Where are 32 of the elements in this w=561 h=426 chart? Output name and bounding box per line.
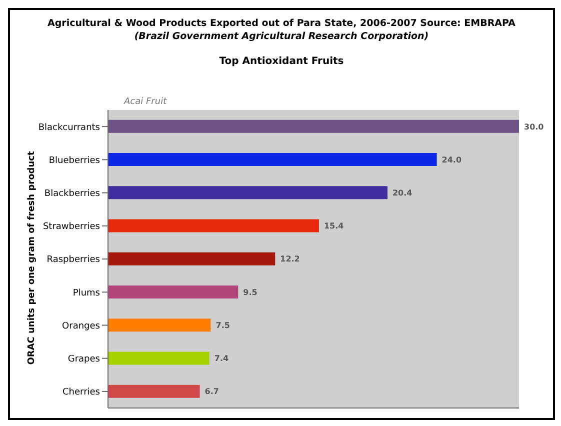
bar: [108, 252, 276, 266]
y-tick-label: Raspberries: [46, 255, 100, 266]
y-axis-title: ORAC units per one gram of fresh product: [27, 151, 37, 365]
data-label: 6.7: [204, 387, 219, 396]
y-tick-label: Oranges: [62, 321, 100, 332]
data-label: 12.2: [280, 254, 300, 264]
data-label: 15.4: [324, 222, 344, 231]
data-label: 7.4: [214, 354, 229, 364]
bar: [108, 352, 210, 365]
y-tick-label: Strawberries: [42, 222, 100, 232]
text: Acai Fruit: [124, 97, 167, 107]
bar: [108, 318, 211, 332]
y-tick-label: Blueberries: [48, 156, 100, 166]
data-label: 24.0: [442, 155, 462, 164]
y-tick-label: Cherries: [62, 388, 100, 398]
bar: [108, 285, 238, 298]
bar: [108, 384, 200, 398]
data-label: 20.4: [392, 188, 413, 198]
data-label: 9.5: [243, 288, 258, 297]
y-tick-label: Grapes: [68, 354, 100, 365]
y-tick-label: Plums: [72, 288, 100, 298]
y-tick-label: Blackberries: [44, 188, 100, 199]
text: Top Antioxidant Fruits: [218, 56, 345, 67]
bar: [108, 153, 437, 166]
chart-subtitle: (Brazil Government Agricultural Research Corporation): [133, 31, 430, 42]
y-tick-label: Blackcurrants: [38, 122, 100, 133]
bar: [108, 186, 388, 200]
bar: [108, 120, 519, 133]
data-label: 30.0: [524, 122, 544, 132]
data-label: 7.5: [216, 320, 230, 330]
bar: [108, 219, 319, 232]
chart-title: Agricultural & Wood Products Exported out of Para State, 2006-2007 Source: EMBRAPA: [46, 18, 516, 29]
